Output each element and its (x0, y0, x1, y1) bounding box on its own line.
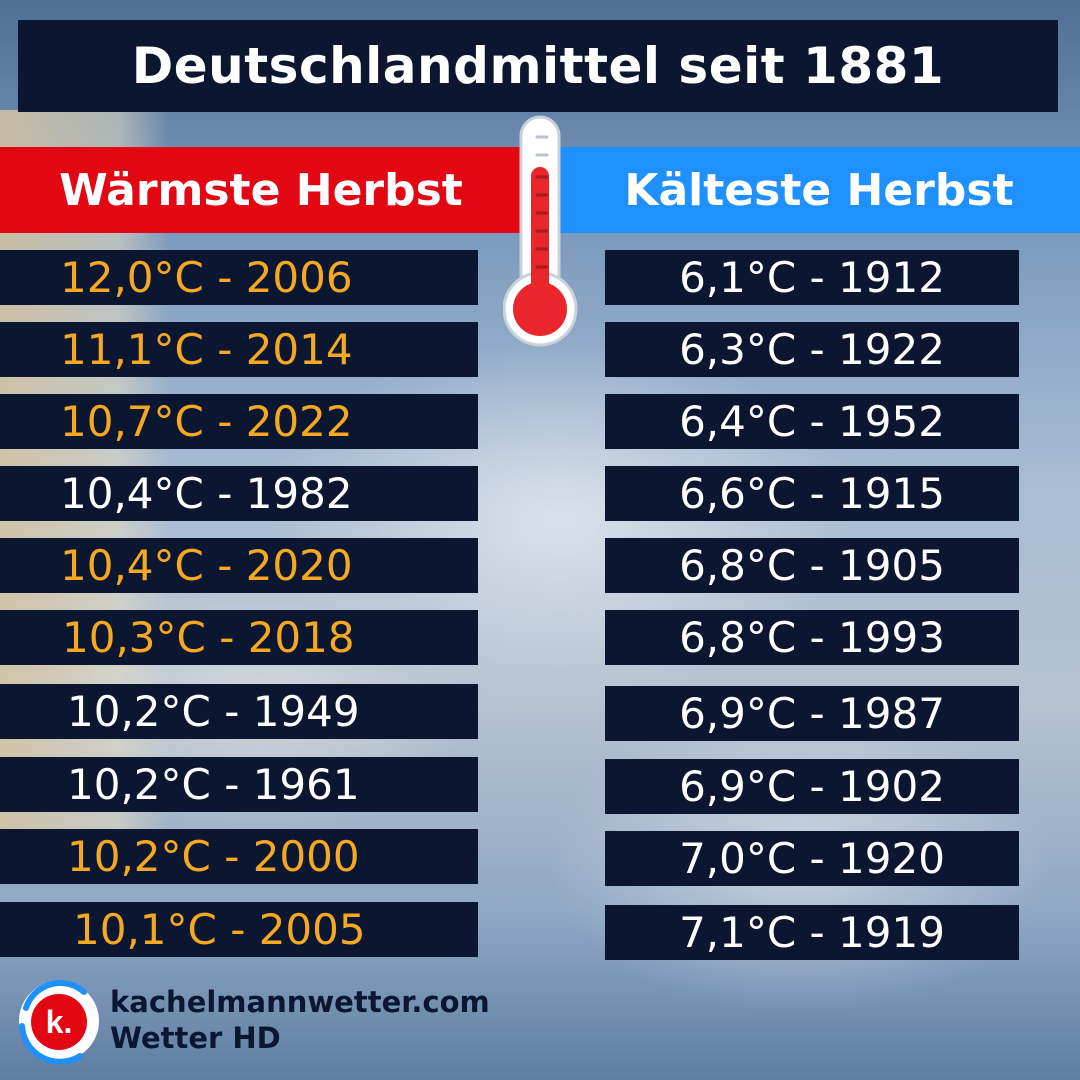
kachelmann-logo-icon: k. (19, 980, 99, 1064)
warm-header-label: Wärmste Herbst (59, 164, 463, 216)
warm-row-text: 12,0°C - 2006 (60, 252, 353, 302)
warm-row: 10,4°C - 1982 (0, 466, 478, 521)
brand-block: kachelmannwetter.com Wetter HD (110, 984, 490, 1056)
warm-row-text: 10,3°C - 2018 (62, 612, 355, 662)
cold-row: 6,4°C - 1952 (605, 394, 1019, 449)
warm-row-text: 10,2°C - 1949 (67, 686, 360, 736)
cold-row: 6,6°C - 1915 (605, 466, 1019, 521)
cold-row-text: 7,0°C - 1920 (679, 833, 945, 883)
cold-row: 7,0°C - 1920 (605, 831, 1019, 886)
warm-row: 10,2°C - 1961 (0, 757, 478, 812)
warm-row: 10,2°C - 2000 (0, 829, 478, 884)
warm-header: Wärmste Herbst (0, 147, 522, 233)
cold-row: 6,1°C - 1912 (605, 250, 1019, 305)
title-bar: Deutschlandmittel seit 1881 (18, 20, 1058, 112)
warm-row-text: 10,2°C - 2000 (67, 831, 360, 881)
warm-row: 10,2°C - 1949 (0, 684, 478, 739)
cold-row: 7,1°C - 1919 (605, 905, 1019, 960)
cold-row: 6,3°C - 1922 (605, 322, 1019, 377)
cold-row: 6,9°C - 1987 (605, 686, 1019, 741)
cold-row: 6,9°C - 1902 (605, 759, 1019, 814)
logo-letter: k. (46, 1004, 73, 1040)
cold-row-text: 6,9°C - 1987 (679, 688, 945, 738)
warm-row-text: 10,4°C - 1982 (60, 468, 353, 518)
warm-row-text: 11,1°C - 2014 (60, 324, 353, 374)
warm-row-text: 10,7°C - 2022 (60, 396, 353, 446)
warm-row: 10,7°C - 2022 (0, 394, 478, 449)
warm-row-text: 10,1°C - 2005 (73, 904, 366, 954)
cold-row-text: 6,4°C - 1952 (679, 396, 945, 446)
warm-row: 12,0°C - 2006 (0, 250, 478, 305)
cold-row-text: 6,1°C - 1912 (679, 252, 945, 302)
warm-row: 10,4°C - 2020 (0, 538, 478, 593)
cold-row-text: 6,9°C - 1902 (679, 761, 945, 811)
cold-header: Kälteste Herbst (558, 147, 1080, 233)
cold-row-text: 6,8°C - 1905 (679, 540, 945, 590)
warm-row: 10,3°C - 2018 (0, 610, 478, 665)
cold-row-text: 6,6°C - 1915 (679, 468, 945, 518)
warm-row-text: 10,4°C - 2020 (60, 540, 353, 590)
cold-row: 6,8°C - 1905 (605, 538, 1019, 593)
brand-site: kachelmannwetter.com (110, 985, 490, 1019)
cold-row-text: 6,8°C - 1993 (679, 612, 945, 662)
warm-row: 11,1°C - 2014 (0, 322, 478, 377)
cold-header-label: Kälteste Herbst (624, 164, 1014, 216)
cold-row-text: 7,1°C - 1919 (679, 907, 945, 957)
cold-row-text: 6,3°C - 1922 (679, 324, 945, 374)
warm-row-text: 10,2°C - 1961 (67, 759, 360, 809)
cold-row: 6,8°C - 1993 (605, 610, 1019, 665)
brand-sub: Wetter HD (110, 1021, 281, 1055)
warm-row: 10,1°C - 2005 (0, 902, 478, 957)
page-title: Deutschlandmittel seit 1881 (131, 37, 945, 95)
thermometer-icon (503, 115, 578, 347)
